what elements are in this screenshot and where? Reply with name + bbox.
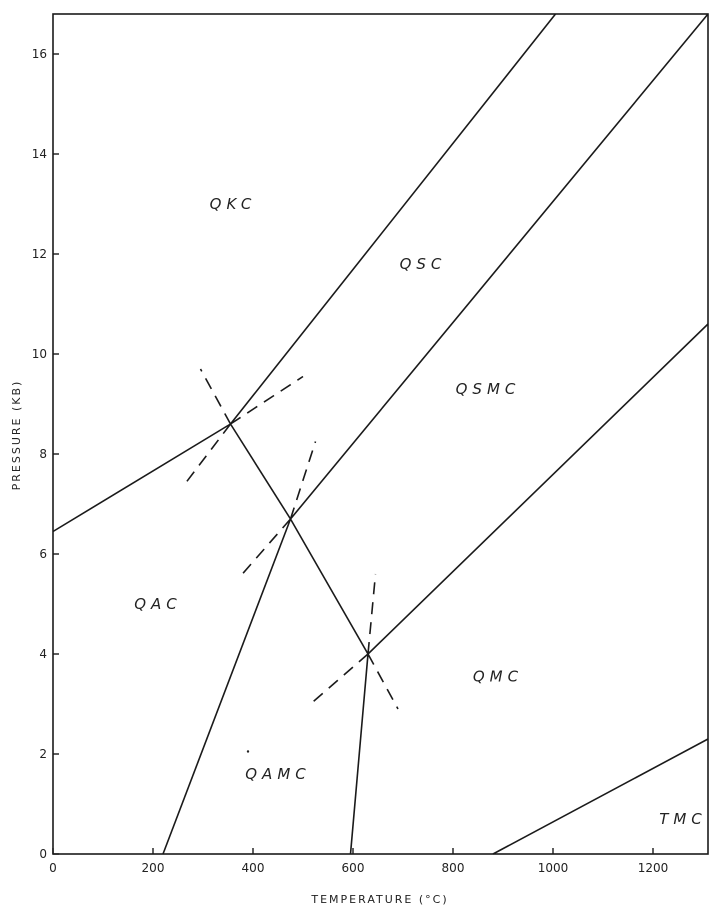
y-tick-label: 14 xyxy=(32,147,47,161)
field-label-qmc: QMC xyxy=(473,668,523,686)
y-tick-label: 12 xyxy=(32,247,47,261)
x-ticks: 0 200 400 600 800 1000 1200 xyxy=(49,848,668,875)
field-label-tmc: TMC xyxy=(659,810,707,828)
plot-frame xyxy=(52,13,709,855)
boundary-line xyxy=(52,423,231,533)
field-label-qamc: QAMC xyxy=(245,765,310,783)
dashed-extension xyxy=(309,653,369,705)
y-tick-label: 4 xyxy=(39,647,47,661)
marks xyxy=(246,750,250,753)
boundary-line xyxy=(289,13,709,520)
dashed-extension xyxy=(230,375,304,425)
x-tick-label: 1000 xyxy=(538,861,569,875)
x-tick-label: 400 xyxy=(242,861,265,875)
field-label-qac: QAC xyxy=(134,595,182,613)
y-tick-label: 6 xyxy=(39,547,47,561)
boundary-line xyxy=(349,653,369,855)
dashed-extension xyxy=(367,573,377,655)
boundary-line xyxy=(229,423,292,520)
boundary-line xyxy=(229,13,557,425)
x-axis-title: TEMPERATURE (°C) xyxy=(310,893,448,906)
phase-boundaries xyxy=(52,13,709,855)
x-tick-label: 600 xyxy=(342,861,365,875)
y-tick-label: 0 xyxy=(39,847,47,861)
y-tick-label: 16 xyxy=(32,47,47,61)
x-tick-label: 1200 xyxy=(638,861,669,875)
dashed-extension xyxy=(182,423,232,487)
dashed-extension xyxy=(367,653,399,710)
boundary-line xyxy=(492,738,709,855)
x-tick-label: 0 xyxy=(49,861,57,875)
y-tick-label: 10 xyxy=(32,347,47,361)
y-tick-label: 2 xyxy=(39,747,47,761)
dashed-extension xyxy=(199,368,232,425)
y-ticks: 0 2 4 6 8 10 12 14 16 xyxy=(32,47,59,861)
boundary-line xyxy=(162,518,292,855)
boundary-line xyxy=(289,518,369,655)
boundary-line xyxy=(367,323,709,655)
x-tick-label: 800 xyxy=(442,861,465,875)
field-label-qsc: QSC xyxy=(400,255,447,273)
field-labels: QKC QSC QSMC QAC QMC QAMC TMC xyxy=(134,195,707,828)
dashed-extension xyxy=(289,441,317,520)
metastable-extensions xyxy=(182,368,399,710)
x-tick-label: 200 xyxy=(142,861,165,875)
dashed-extension xyxy=(237,518,292,580)
field-label-qkc: QKC xyxy=(210,195,257,213)
field-label-qsmc: QSMC xyxy=(456,380,521,398)
y-tick-label: 8 xyxy=(39,447,47,461)
dot-mark xyxy=(246,750,250,753)
y-axis-title: PRESSURE (KB) xyxy=(10,380,23,491)
